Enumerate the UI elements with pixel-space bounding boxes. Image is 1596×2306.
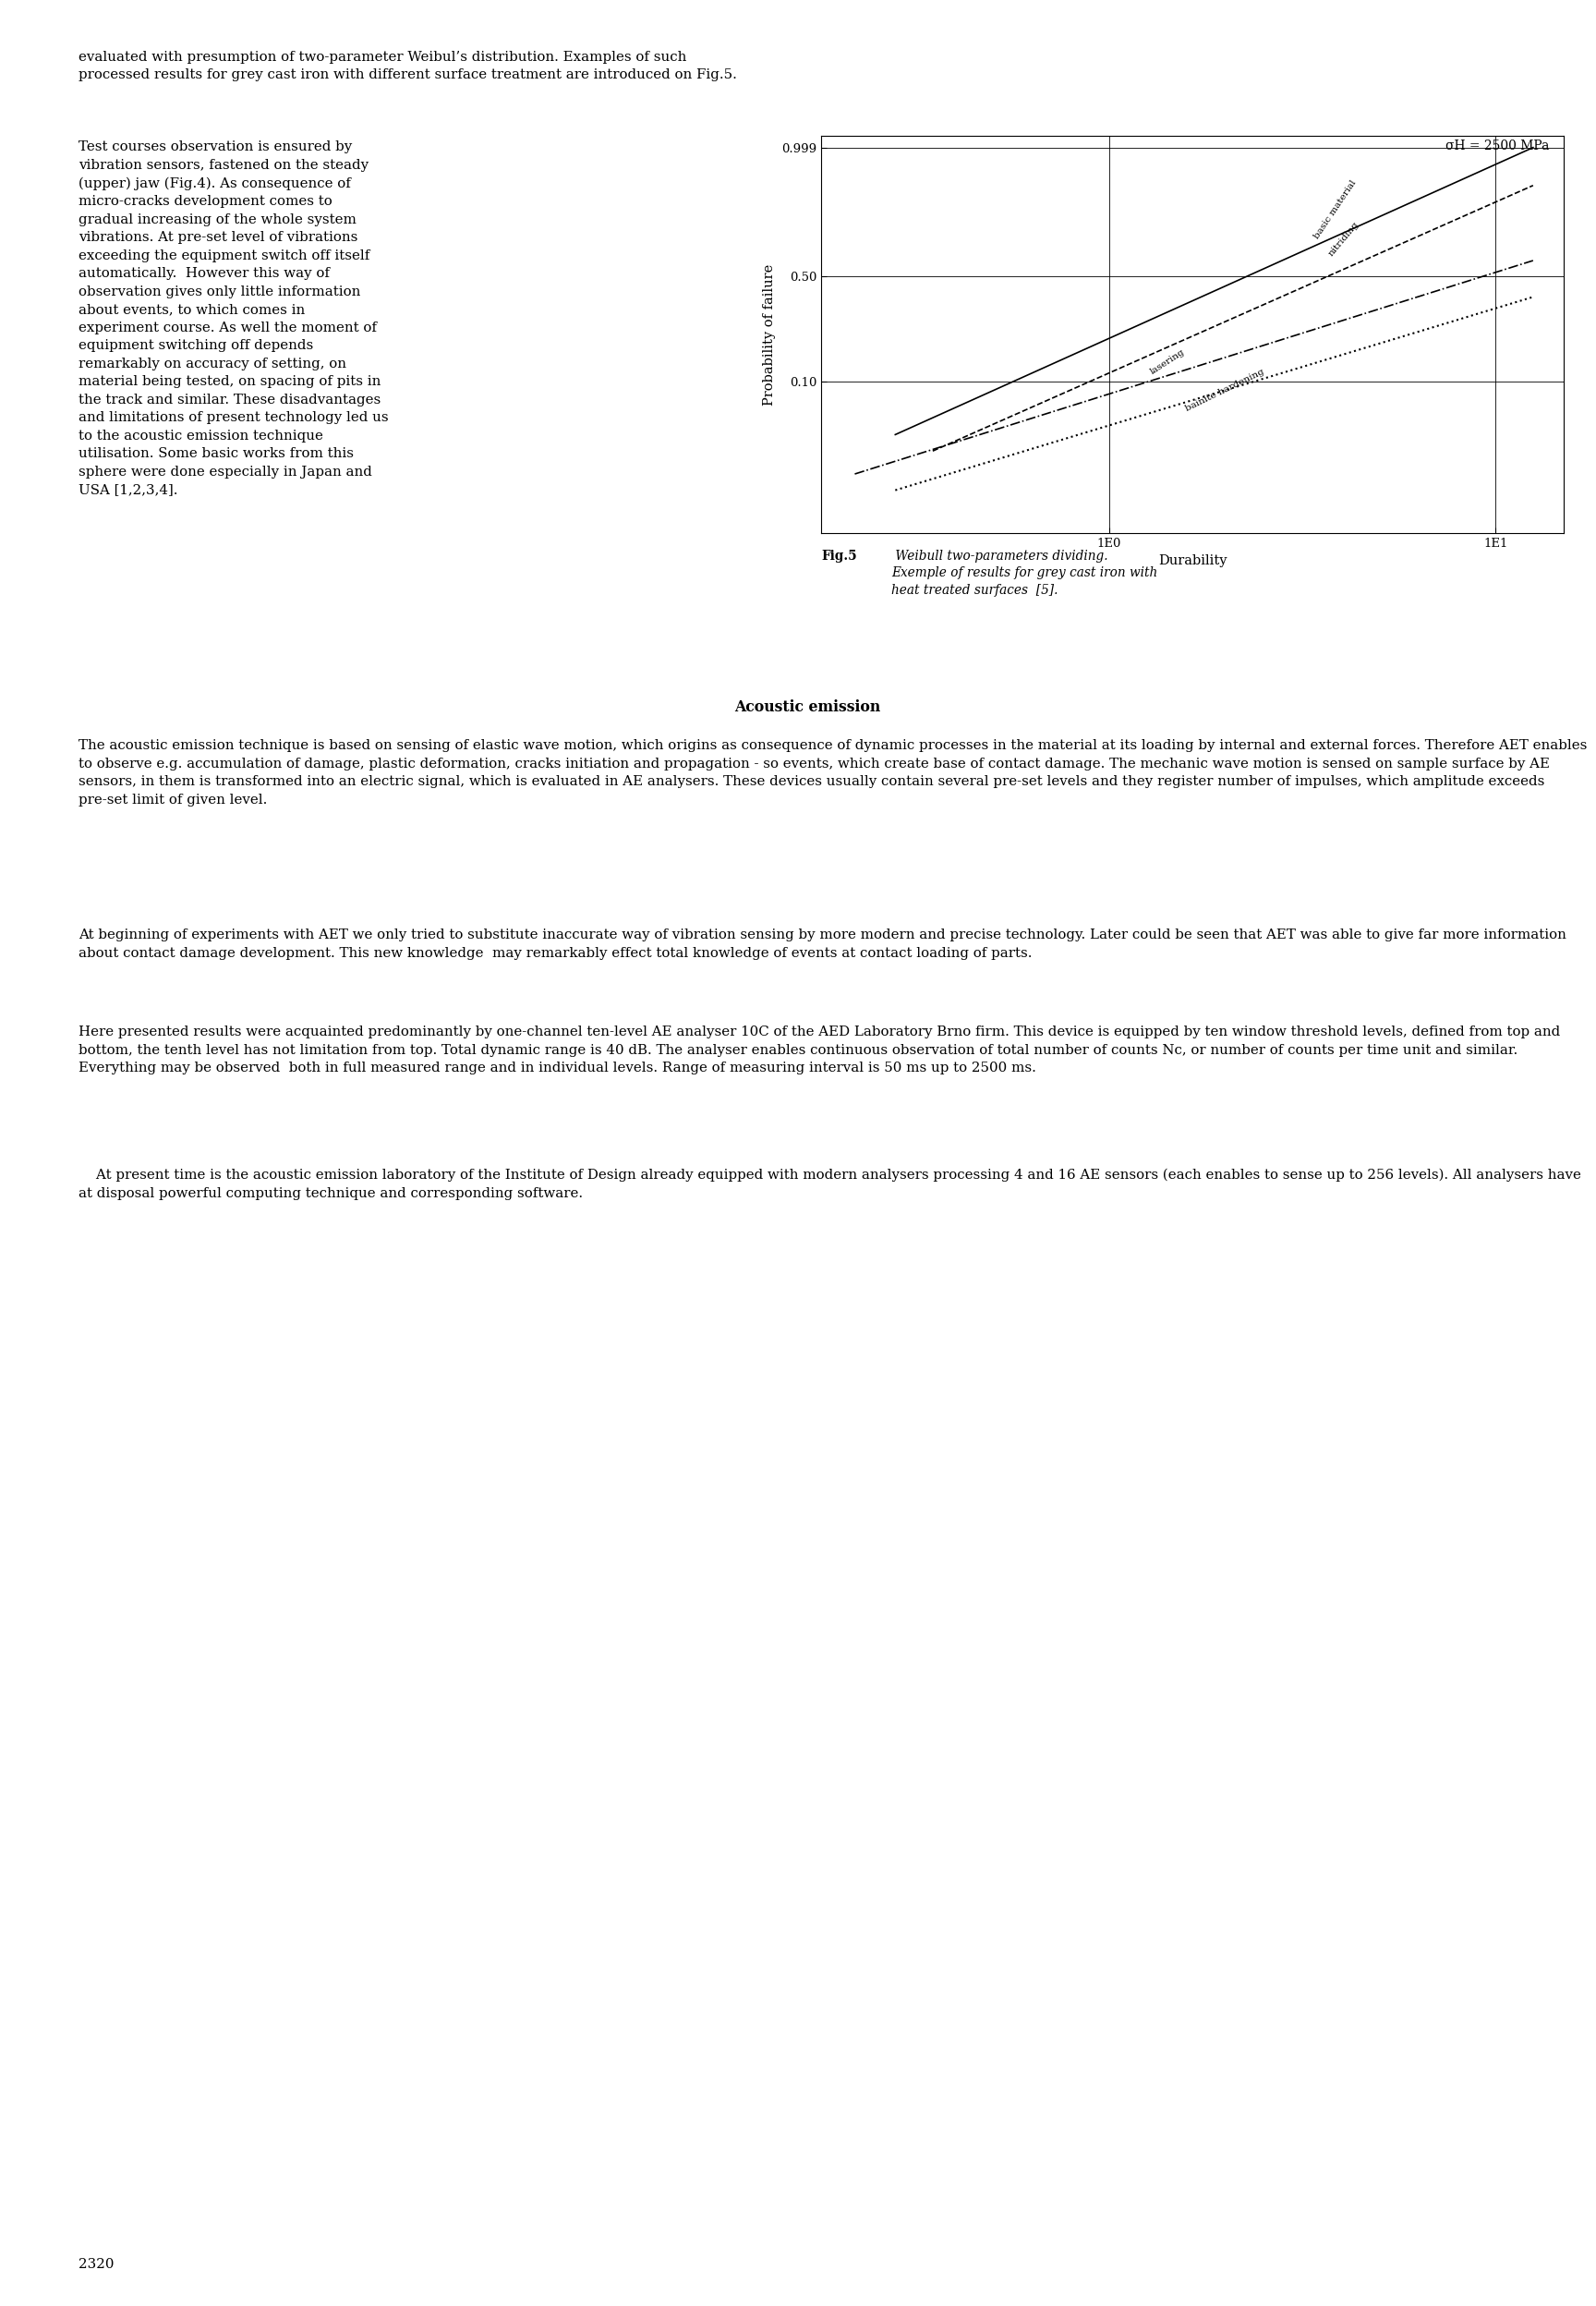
Text: Fig.5: Fig.5 xyxy=(820,549,857,563)
Text: nitriding: nitriding xyxy=(1326,219,1360,258)
Text: Test courses observation is ensured by
vibration sensors, fastened on the steady: Test courses observation is ensured by v… xyxy=(78,141,388,496)
Text: Acoustic emission: Acoustic emission xyxy=(734,699,881,715)
Text: evaluated with presumption of two-parameter Weibul’s distribution. Examples of s: evaluated with presumption of two-parame… xyxy=(78,51,737,81)
X-axis label: Durability: Durability xyxy=(1159,556,1227,567)
Text: σH = 2500 MPa: σH = 2500 MPa xyxy=(1444,141,1548,152)
Text: Here presented results were acquainted predominantly by one-channel ten-level AE: Here presented results were acquainted p… xyxy=(78,1026,1561,1075)
Text: At beginning of experiments with AET we only tried to substitute inaccurate way : At beginning of experiments with AET we … xyxy=(78,929,1566,959)
Text: bainite hardening: bainite hardening xyxy=(1184,369,1266,413)
Text: The acoustic emission technique is based on sensing of elastic wave motion, whic: The acoustic emission technique is based… xyxy=(78,740,1586,807)
Text: 2320: 2320 xyxy=(78,2258,113,2271)
Y-axis label: Probability of failure: Probability of failure xyxy=(763,263,776,406)
Text: At present time is the acoustic emission laboratory of the Institute of Design a: At present time is the acoustic emission… xyxy=(78,1169,1582,1199)
Text: lasering: lasering xyxy=(1149,348,1186,376)
Text: Weibull two-parameters dividing.
Exemple of results for grey cast iron with
heat: Weibull two-parameters dividing. Exemple… xyxy=(892,549,1157,597)
Text: basic material: basic material xyxy=(1312,180,1358,240)
